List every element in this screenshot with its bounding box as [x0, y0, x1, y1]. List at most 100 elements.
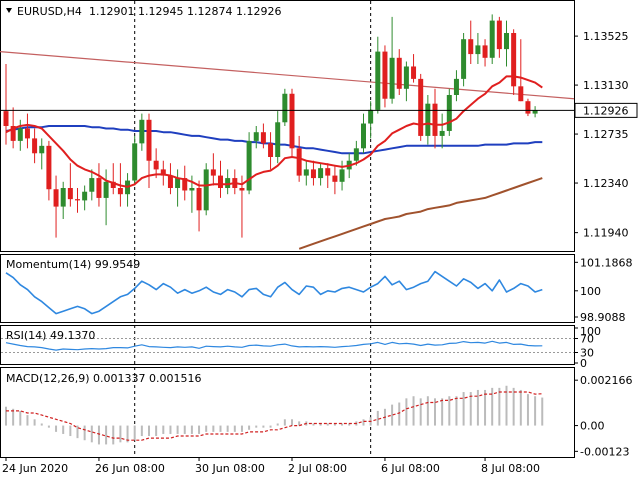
candle-66	[475, 33, 481, 64]
candle-12	[89, 169, 95, 201]
trend-line[interactable]	[0, 51, 575, 100]
macd-tick-label: -0.00123	[580, 445, 629, 458]
candle-65	[468, 20, 474, 64]
candle-17	[125, 173, 131, 207]
candle-3	[24, 113, 30, 149]
candlesticks	[3, 14, 538, 238]
candle-72	[518, 39, 524, 102]
candle-25	[182, 165, 188, 201]
candle-7	[53, 175, 59, 238]
candle-47	[339, 160, 345, 191]
candle-40	[289, 88, 295, 157]
indicator-axes: 101.186810098.9088100703000.0021660.00-0…	[574, 256, 633, 458]
moving-average-medium	[5, 125, 543, 155]
ohlc-values: 1.12901 1.12945 1.12874 1.12926	[89, 5, 281, 18]
candle-28	[203, 163, 209, 216]
candle-33	[239, 175, 245, 238]
candle-2	[17, 119, 23, 151]
time-tick-label: 8 Jul 08:00	[481, 462, 540, 475]
candle-63	[453, 70, 459, 102]
candle-8	[60, 181, 66, 219]
candle-39	[282, 88, 288, 126]
candle-57	[411, 54, 417, 83]
candle-38	[275, 111, 281, 164]
rsi-polyline	[5, 340, 543, 351]
candle-36	[260, 123, 266, 149]
candle-56	[403, 61, 409, 102]
rsi-panel[interactable]	[0, 325, 575, 365]
ma-medium-line	[5, 125, 543, 155]
macd-title: MACD(12,26,9) 0.001337 0.001516	[6, 372, 202, 385]
candle-62	[446, 88, 452, 136]
candle-11	[82, 185, 88, 211]
candle-59	[425, 95, 431, 145]
price-tick-label: 1.13525	[583, 30, 629, 43]
candle-18	[132, 135, 138, 186]
candle-15	[110, 163, 116, 195]
candle-13	[96, 163, 102, 207]
moving-average-fast	[5, 75, 543, 188]
candle-9	[67, 163, 73, 207]
candle-60	[432, 88, 438, 149]
macd-signal-line	[6, 391, 543, 441]
candle-71	[511, 29, 517, 95]
candle-37	[268, 132, 274, 170]
chart-menu-triangle-icon[interactable]	[6, 8, 12, 13]
candle-52	[375, 36, 381, 114]
price-tick-label: 1.12340	[583, 177, 629, 190]
trend-line-segment	[0, 51, 575, 100]
candle-35	[253, 126, 259, 149]
candle-70	[504, 20, 509, 67]
candle-53	[382, 45, 388, 108]
current-price-label: 1.12926	[583, 104, 629, 117]
candle-21	[153, 148, 159, 179]
candle-43	[310, 160, 316, 186]
time-tick-label: 6 Jul 08:00	[381, 462, 440, 475]
candle-22	[160, 160, 166, 186]
candle-69	[496, 16, 502, 58]
candle-4	[32, 128, 38, 164]
candle-64	[461, 33, 467, 87]
candle-46	[332, 165, 338, 195]
candle-49	[353, 140, 359, 166]
momentum-tick-label: 100	[580, 285, 601, 298]
time-tick-label: 30 Jun 08:00	[195, 462, 265, 475]
candle-5	[39, 138, 45, 170]
candle-54	[389, 16, 395, 104]
candle-61	[439, 113, 445, 149]
rsi-tick-label: 70	[580, 333, 594, 346]
macd-tick-label: 0.002166	[580, 374, 633, 387]
candle-6	[46, 140, 52, 201]
candle-73	[525, 98, 531, 117]
momentum-polyline	[5, 270, 543, 315]
candle-55	[396, 49, 402, 95]
macd-panel[interactable]	[0, 367, 575, 458]
rsi-tick-label: 30	[580, 347, 594, 360]
main-price-panel[interactable]	[0, 0, 575, 252]
time-axis: 24 Jun 2020 26 Jun 08:00 30 Jun 08:00 2 Jul…	[2, 457, 540, 475]
time-tick-label: 24 Jun 2020	[2, 462, 68, 475]
momentum-tick-label: 98.9088	[580, 311, 626, 324]
rsi-tick-label: 100	[580, 325, 601, 338]
candle-74	[532, 106, 538, 118]
time-tick-label: 2 Jul 08:00	[288, 462, 347, 475]
price-tick-label: 1.13130	[583, 79, 629, 92]
candle-31	[225, 169, 231, 195]
candle-29	[210, 153, 216, 186]
candle-45	[325, 163, 331, 188]
candle-50	[361, 113, 366, 154]
candle-30	[218, 160, 223, 198]
current-price-badge	[574, 102, 638, 118]
rsi-title: RSI(14) 49.1370	[6, 329, 95, 342]
time-tick-label: 26 Jun 08:00	[95, 462, 165, 475]
price-axis: 1.13525 1.13130 1.12735 1.12340 1.11940	[574, 30, 629, 240]
candle-67	[482, 39, 488, 67]
momentum-panel[interactable]	[0, 254, 575, 323]
candle-24	[175, 169, 181, 207]
price-tick-label: 1.11940	[583, 227, 629, 240]
candle-32	[232, 169, 238, 195]
candle-42	[303, 160, 309, 186]
candle-58	[418, 73, 424, 141]
candle-19	[139, 113, 145, 151]
